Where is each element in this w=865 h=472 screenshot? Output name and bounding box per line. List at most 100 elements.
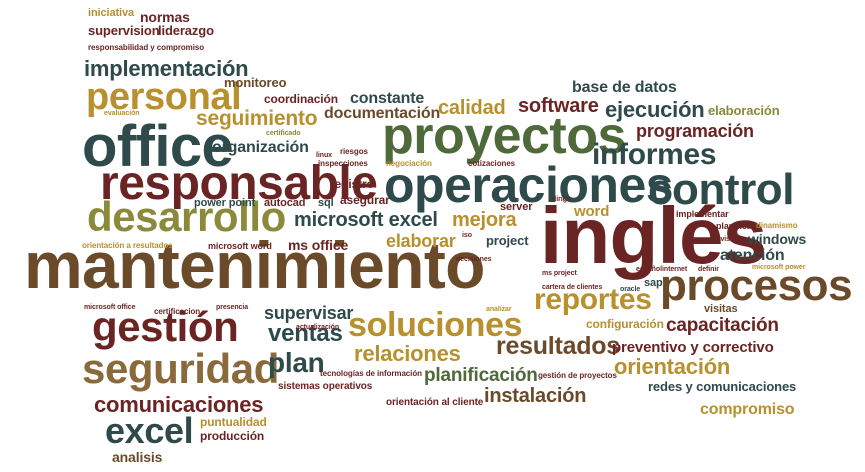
word-oracle: oracle bbox=[620, 286, 641, 293]
word-dirigir: dirigir bbox=[552, 196, 572, 203]
word-elaboracion: elaboración bbox=[708, 103, 780, 118]
word-internet: internet bbox=[662, 266, 688, 273]
word-monitoreo: monitoreo bbox=[224, 75, 287, 90]
word-reportes: reportes bbox=[534, 283, 652, 316]
word-asegurar: asegurar bbox=[340, 193, 390, 207]
word-procesos: procesos bbox=[660, 261, 853, 310]
word-constante: constante bbox=[350, 90, 425, 107]
word-organizacion: organización bbox=[212, 139, 309, 156]
word-documentacion: documentación bbox=[324, 105, 441, 122]
word-excel: excel bbox=[105, 410, 194, 451]
word-planificacion: planificación bbox=[424, 365, 538, 386]
word-sap: sap bbox=[644, 277, 663, 289]
word-puntualidad: puntualidad bbox=[200, 415, 267, 429]
word-autocad: autocad bbox=[264, 197, 306, 209]
word-responsabilidad-y-compromiso: responsabilidad y compromiso bbox=[88, 43, 205, 52]
word-gestion-de-proyectos: gestión de proyectos bbox=[538, 371, 617, 380]
word-word: word bbox=[574, 203, 610, 220]
word-sistemas-operativos: sistemas operativos bbox=[278, 381, 373, 392]
word-tecnologias-de-informacion: tecnologías de información bbox=[320, 369, 422, 378]
word-iniciativa: iniciativa bbox=[88, 7, 134, 19]
word-responsable: responsable bbox=[100, 157, 378, 210]
word-orientacion: orientación bbox=[614, 354, 731, 379]
word-produccion: producción bbox=[200, 429, 265, 443]
word-soluciones: soluciones bbox=[348, 306, 523, 344]
word-actualizacion: actualización bbox=[296, 324, 340, 331]
word-registro: registro bbox=[330, 177, 374, 191]
word-certificacion: certificacion bbox=[154, 307, 201, 316]
word-ingles: inglés bbox=[540, 191, 767, 280]
word-software: software bbox=[518, 95, 599, 117]
word-orientacion-a-resultados: orientación a resultados bbox=[82, 241, 173, 250]
word-supervision: supervision bbox=[88, 23, 160, 38]
word-certificado: certificado bbox=[266, 130, 301, 137]
word-compromiso: compromiso bbox=[700, 401, 795, 418]
word-programacion: programación bbox=[636, 121, 754, 141]
word-linux: linux bbox=[316, 152, 332, 159]
word-informes: informes bbox=[592, 138, 717, 171]
word-operaciones: operaciones bbox=[384, 157, 674, 213]
word-revision: revisión bbox=[714, 236, 741, 243]
word-comunicaciones: comunicaciones bbox=[94, 392, 264, 417]
word-coordinacion: coordinación bbox=[264, 92, 338, 106]
word-capacitacion: capacitación bbox=[666, 315, 779, 336]
word-analisis: analisis bbox=[112, 449, 163, 465]
word-control: control bbox=[648, 165, 795, 214]
word-microsoft-power: microsoft power bbox=[752, 264, 806, 271]
word-server: server bbox=[500, 201, 533, 213]
word-ms-project: ms project bbox=[542, 270, 577, 277]
word-supervisar: supervisar bbox=[264, 303, 354, 323]
word-analizar: analizar bbox=[486, 306, 512, 313]
word-negociacion: negociación bbox=[386, 159, 432, 168]
word-mantenimiento: mantenimiento bbox=[24, 228, 485, 302]
word-resultados: resultados bbox=[496, 332, 620, 360]
word-inspecciones: inspecciones bbox=[318, 159, 368, 168]
word-microsoft-excel: microsoft excel bbox=[294, 209, 438, 231]
word-plan: plan bbox=[268, 347, 325, 378]
word-visitas: visitas bbox=[704, 303, 738, 315]
word-microsoft-office: microsoft office bbox=[84, 304, 136, 311]
word-dinamismo: dinamismo bbox=[756, 221, 798, 230]
word-iso: iso bbox=[462, 232, 472, 239]
word-personal: personal bbox=[86, 76, 242, 118]
word-relaciones: relaciones bbox=[354, 341, 461, 366]
word-definir: definir bbox=[698, 266, 719, 273]
word-redes-y-comunicaciones: redes y comunicaciones bbox=[648, 379, 797, 394]
word-riesgos: riesgos bbox=[340, 147, 368, 156]
word-implementacion: implementación bbox=[84, 56, 249, 81]
word-sql: sql bbox=[318, 197, 334, 209]
word-cotizaciones: cotizaciones bbox=[468, 159, 516, 168]
word-desarrollo: desarrollo bbox=[87, 193, 286, 240]
word-calidad: calidad bbox=[438, 97, 506, 119]
word-ejecucion: ejecución bbox=[605, 97, 705, 122]
word-evaluacion: evaluación bbox=[104, 110, 140, 117]
word-windows: windows bbox=[748, 231, 807, 247]
word-decisiones: decisiones bbox=[456, 256, 492, 263]
word-elaborar: elaborar bbox=[386, 231, 456, 251]
word-instalacion: instalación bbox=[484, 385, 587, 407]
word-seguridad: seguridad bbox=[82, 345, 279, 392]
word-normas: normas bbox=[140, 9, 190, 25]
word-seguimiento: seguimiento bbox=[196, 107, 318, 130]
word-project: project bbox=[486, 233, 529, 248]
word-atencion: atención bbox=[720, 247, 785, 264]
word-orientacion-al-cliente: orientación al cliente bbox=[386, 397, 484, 408]
word-cartera-de-clientes: cartera de clientes bbox=[542, 284, 603, 291]
word-implementar: implementar bbox=[676, 209, 729, 219]
word-liderazgo: liderazgo bbox=[158, 23, 214, 38]
word-power-point: power point bbox=[194, 197, 256, 209]
word-gestion: gestión bbox=[92, 303, 239, 350]
word-espanol: español bbox=[636, 266, 662, 273]
word-mejora: mejora bbox=[452, 209, 517, 231]
word-proyectos: proyectos bbox=[382, 107, 626, 165]
word-ms-office: ms office bbox=[288, 237, 349, 253]
word-presencia: presencia bbox=[216, 304, 249, 311]
word-office: office bbox=[82, 114, 234, 179]
word-base-de-datos: base de datos bbox=[572, 79, 677, 96]
word-planificar: planificar bbox=[716, 221, 756, 231]
word-microsoft-word: microsoft word bbox=[208, 241, 272, 251]
word-preventivo-y-correctivo: preventivo y correctivo bbox=[612, 339, 774, 356]
word-ventas: ventas bbox=[268, 320, 343, 347]
word-configuracion: configuración bbox=[586, 317, 664, 331]
